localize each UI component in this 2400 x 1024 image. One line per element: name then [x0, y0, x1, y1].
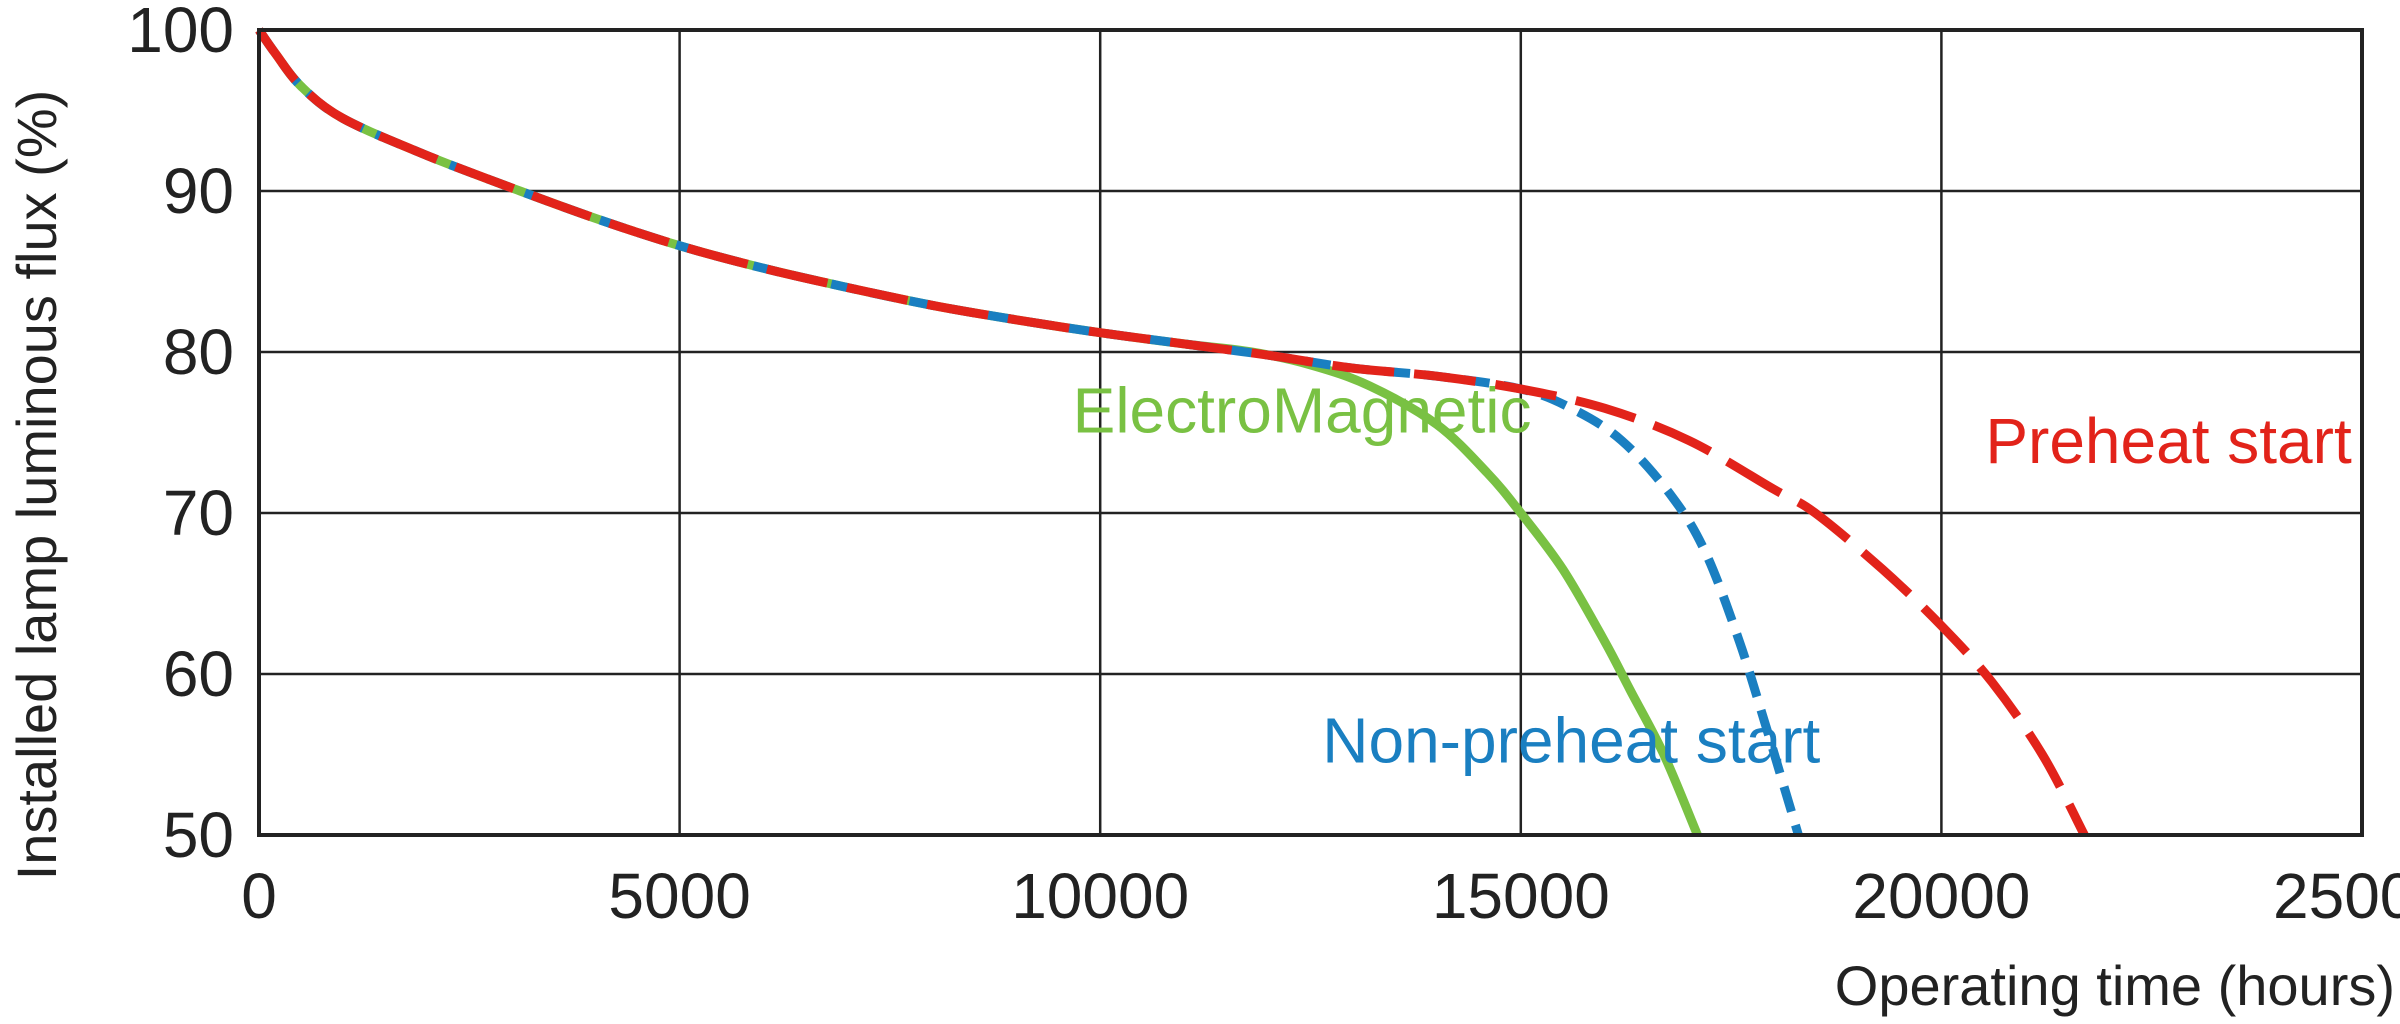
x-tick-label-0: 0: [241, 860, 277, 932]
series-label-preheat-start: Preheat start: [1985, 405, 2352, 477]
series-label-electromagnetic: ElectroMagnetic: [1073, 375, 1532, 447]
x-tick-label-5: 25000: [2273, 860, 2400, 932]
y-tick-label-2: 80: [163, 316, 234, 388]
series-layer: [255, 27, 2089, 838]
y-tick-label-3: 70: [163, 477, 234, 549]
series-line-preheat-start: [255, 27, 2089, 838]
x-tick-label-1: 5000: [608, 860, 750, 932]
x-tick-label-3: 15000: [1432, 860, 1610, 932]
x-axis-title: Operating time (hours): [1835, 954, 2395, 1017]
x-tick-label-4: 20000: [1852, 860, 2030, 932]
x-axis-ticks: 0 5000 10000 15000 20000 25000: [241, 860, 2400, 932]
y-tick-label-4: 60: [163, 638, 234, 710]
series-label-non-preheat-start: Non-preheat start: [1322, 705, 1820, 777]
y-tick-label-1: 90: [163, 155, 234, 227]
series-annotations: ElectroMagnetic Non-preheat start Preheat …: [1073, 375, 2352, 777]
plot-frame: [257, 28, 2364, 837]
x-tick-label-2: 10000: [1011, 860, 1189, 932]
y-tick-label-0: 100: [127, 0, 234, 66]
y-axis-title: Installed lamp luminous flux (%): [5, 90, 68, 881]
y-tick-label-5: 50: [163, 799, 234, 871]
y-axis-ticks: 100 90 80 70 60 50: [127, 0, 234, 871]
